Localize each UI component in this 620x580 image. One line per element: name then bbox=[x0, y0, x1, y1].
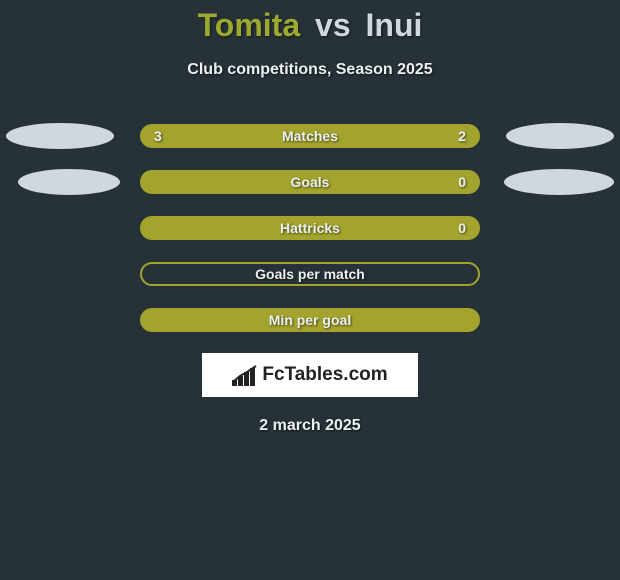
stat-label: Min per goal bbox=[140, 308, 480, 332]
stat-row: Hattricks0 bbox=[0, 215, 620, 241]
stat-bar: Goals0 bbox=[140, 170, 480, 194]
page-title: Tomita vs Inui bbox=[0, 8, 620, 43]
subtitle: Club competitions, Season 2025 bbox=[0, 61, 620, 79]
vs-label: vs bbox=[315, 7, 351, 43]
player2-ellipse bbox=[504, 169, 614, 195]
stat-rows: 3Matches2Goals0Hattricks0Goals per match… bbox=[0, 123, 620, 333]
logo-chart-icon bbox=[232, 364, 258, 386]
footer-date: 2 march 2025 bbox=[0, 417, 620, 435]
stat-bar: Min per goal bbox=[140, 308, 480, 332]
logo-text: FcTables.com bbox=[262, 364, 387, 386]
stat-label: Goals per match bbox=[142, 264, 478, 284]
stat-row: Goals0 bbox=[0, 169, 620, 195]
player1-name: Tomita bbox=[198, 7, 301, 43]
player2-ellipse bbox=[506, 123, 614, 149]
stat-value-right: 0 bbox=[458, 216, 466, 240]
player1-ellipse bbox=[18, 169, 120, 195]
stat-row: Goals per match bbox=[0, 261, 620, 287]
stat-label: Hattricks bbox=[140, 216, 480, 240]
stat-label: Goals bbox=[140, 170, 480, 194]
player2-name: Inui bbox=[366, 7, 423, 43]
stat-value-right: 2 bbox=[458, 124, 466, 148]
fctables-logo[interactable]: FcTables.com bbox=[202, 353, 418, 397]
stat-label: Matches bbox=[140, 124, 480, 148]
stat-bar: Goals per match bbox=[140, 262, 480, 286]
comparison-card: Tomita vs Inui Club competitions, Season… bbox=[0, 0, 620, 580]
stat-bar: Hattricks0 bbox=[140, 216, 480, 240]
stat-row: 3Matches2 bbox=[0, 123, 620, 149]
player1-ellipse bbox=[6, 123, 114, 149]
stat-value-right: 0 bbox=[458, 170, 466, 194]
stat-row: Min per goal bbox=[0, 307, 620, 333]
stat-bar: 3Matches2 bbox=[140, 124, 480, 148]
